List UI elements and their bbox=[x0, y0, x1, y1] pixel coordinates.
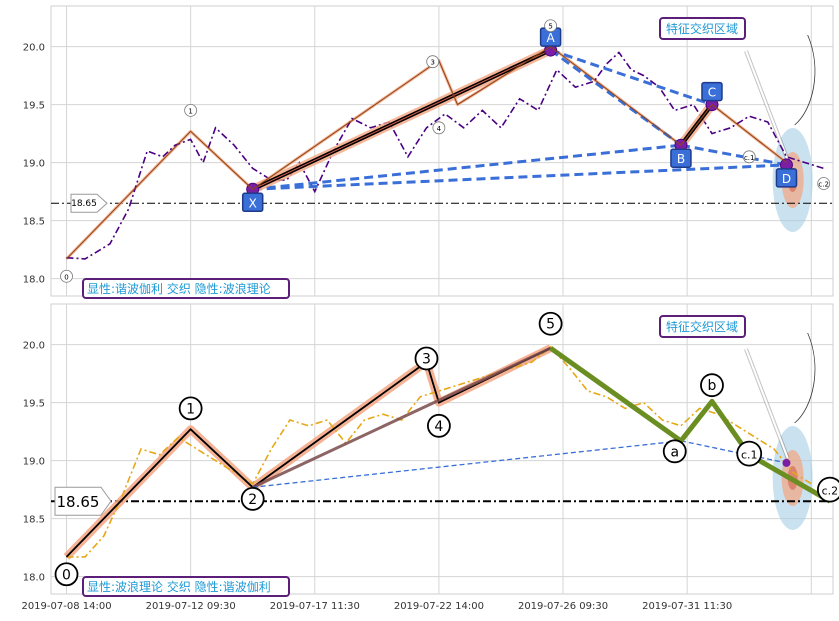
wave-label: 4 bbox=[437, 125, 442, 133]
wave-label-circle bbox=[54, 562, 79, 587]
y-tick-label: 18.0 bbox=[23, 573, 45, 584]
wave-label: 0 bbox=[62, 567, 71, 583]
wave-label: c.1 bbox=[744, 154, 755, 162]
zone-label-text: 特征交织区域 bbox=[666, 21, 738, 36]
price-line bbox=[66, 345, 812, 558]
price-line bbox=[66, 51, 824, 260]
harmonic-ghost bbox=[680, 440, 787, 464]
zone-label-box: 特征交织区域 bbox=[659, 17, 746, 40]
harmonic-point-box bbox=[670, 148, 692, 168]
x-tick-label: 2019-07-12 09:30 bbox=[146, 601, 236, 612]
harmonic-point-label: C bbox=[708, 86, 716, 100]
y-tick-label: 20.0 bbox=[23, 341, 45, 352]
zone-label-text: 特征交织区域 bbox=[666, 319, 738, 334]
wave-label: 4 bbox=[434, 419, 443, 435]
wave-label: c.1 bbox=[741, 449, 758, 462]
zone-curve-arrow bbox=[794, 34, 816, 126]
caption-box: 显性:波浪理论 交织 隐性:谐波伽利 bbox=[82, 576, 290, 597]
x-tick-label: 2019-07-17 11:30 bbox=[270, 601, 360, 612]
zone-label-frame bbox=[659, 17, 746, 40]
harmonic-point-label: A bbox=[547, 31, 556, 45]
y-tick-label: 18.5 bbox=[23, 515, 45, 526]
correction-line bbox=[549, 346, 832, 504]
plot-area bbox=[50, 5, 834, 297]
harmonic-point-label: X bbox=[249, 196, 257, 210]
wave-label-circle bbox=[178, 396, 203, 421]
x-tick-label: 2019-07-26 09:30 bbox=[518, 601, 608, 612]
zone-pointer bbox=[745, 348, 789, 459]
zone-pointer bbox=[745, 50, 789, 161]
harmonic-point-box bbox=[241, 192, 264, 213]
wave-label-circle bbox=[538, 311, 563, 336]
harmonic-point-label: D bbox=[782, 172, 791, 186]
y-tick-label: 19.0 bbox=[23, 159, 45, 170]
wave-label: 1 bbox=[188, 107, 192, 115]
wave-label: c.2 bbox=[818, 180, 829, 188]
wave-label: b bbox=[708, 378, 717, 394]
wave-label-circle bbox=[817, 177, 831, 190]
harmonic-leg-core bbox=[252, 49, 551, 190]
wave-label-circle bbox=[184, 104, 198, 117]
harmonic-node bbox=[782, 458, 791, 467]
caption-text: 显性:波浪理论 交织 隐性:谐波伽利 bbox=[87, 579, 271, 594]
panel-bottom: 18.0 18.5 19.0 19.5 20.0 2019-07-08 14:00 2019… bbox=[21, 303, 839, 612]
wave-label: 3 bbox=[422, 352, 431, 368]
y-tick-label: 20.0 bbox=[23, 43, 45, 54]
wave-label-circle bbox=[700, 373, 724, 398]
wave-label: 5 bbox=[548, 23, 552, 31]
wave-line bbox=[66, 45, 787, 260]
y-tick-label: 18.5 bbox=[23, 217, 45, 228]
wave-label: 1 bbox=[186, 401, 195, 417]
harmonic-point-box bbox=[775, 168, 798, 188]
wave-label-circle bbox=[817, 476, 839, 503]
wave-label: 0 bbox=[64, 273, 68, 281]
wave-label-circle bbox=[426, 413, 451, 438]
harmonic-link bbox=[252, 143, 682, 191]
y-tick-label: 19.0 bbox=[23, 457, 45, 468]
wave-trend bbox=[252, 346, 552, 489]
level-tag bbox=[54, 486, 112, 516]
wave-label-circle bbox=[426, 55, 440, 69]
level-label: 18.65 bbox=[57, 493, 100, 511]
level-label: 18.65 bbox=[71, 199, 97, 209]
wave-label-circle bbox=[60, 269, 73, 283]
wave-label-circle bbox=[736, 440, 763, 467]
harmonic-link bbox=[252, 163, 787, 191]
zone-label-frame bbox=[659, 315, 746, 338]
wave-label: c.2 bbox=[822, 485, 839, 498]
wave-label-circle bbox=[662, 439, 687, 464]
harmonic-link bbox=[550, 48, 713, 107]
x-tick-label: 2019-07-08 14:00 bbox=[21, 601, 111, 612]
y-tick-label: 19.5 bbox=[23, 101, 45, 112]
wave-label: a bbox=[670, 444, 679, 460]
caption-text: 显性:谐波伽利 交织 隐性:波浪理论 bbox=[87, 281, 271, 296]
wave-label: 2 bbox=[248, 492, 257, 508]
panel-top: 18.0 18.5 19.0 19.5 20.0 特征交织区域 18.65 X A B C D 0 1 3 4… bbox=[23, 5, 834, 299]
wave-label: 3 bbox=[430, 59, 434, 67]
wave-line bbox=[65, 347, 551, 558]
harmonic-link bbox=[680, 143, 787, 167]
wave-label: 5 bbox=[546, 317, 555, 333]
level-tag bbox=[70, 193, 108, 213]
y-tick-label: 18.0 bbox=[23, 275, 45, 286]
wave-label-circle bbox=[544, 19, 558, 33]
plot-area bbox=[50, 303, 834, 595]
harmonic-point-label: B bbox=[677, 152, 685, 166]
x-tick-label: 2019-07-31 11:30 bbox=[642, 601, 732, 612]
wave-label-circle bbox=[742, 150, 756, 164]
caption-frame bbox=[82, 278, 290, 299]
caption-frame bbox=[82, 576, 290, 597]
y-tick-label: 19.5 bbox=[23, 399, 45, 410]
zone-label-box: 特征交织区域 bbox=[659, 315, 746, 338]
zone-curve-arrow bbox=[794, 332, 816, 424]
wave-label-circle bbox=[432, 121, 446, 135]
x-tick-label: 2019-07-22 14:00 bbox=[394, 601, 484, 612]
harmonic-point-box bbox=[701, 81, 723, 102]
wave-label-circle bbox=[414, 346, 439, 371]
caption-box: 显性:谐波伽利 交织 隐性:波浪理论 bbox=[82, 278, 290, 299]
wave-label-circle bbox=[240, 486, 265, 511]
